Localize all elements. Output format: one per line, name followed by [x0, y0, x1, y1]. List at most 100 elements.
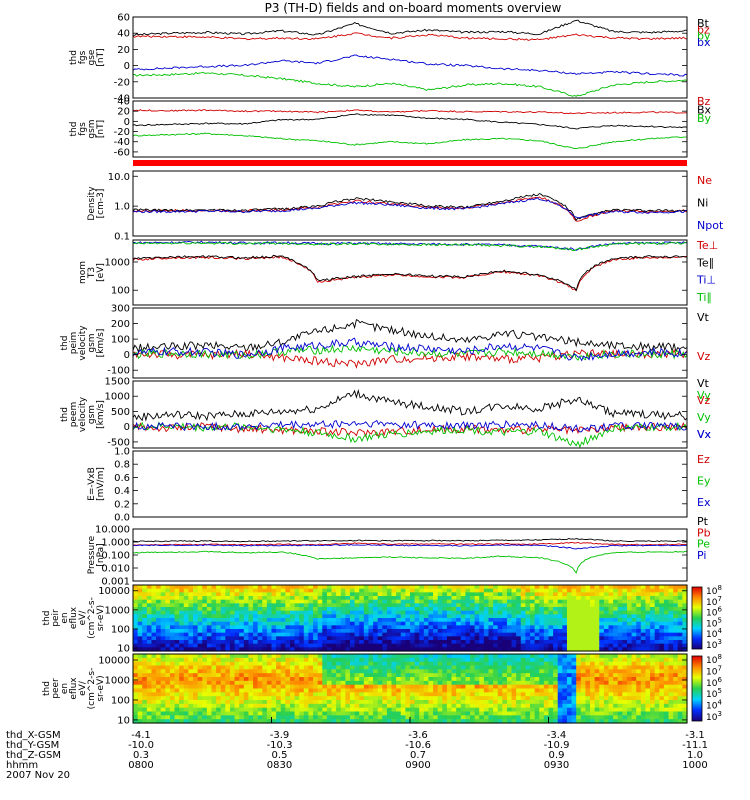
legend-entry-Pe: Pe [697, 538, 710, 551]
heatmap-cell [382, 636, 388, 641]
heatmap-cell [599, 618, 605, 623]
heatmap-cell [225, 629, 231, 634]
heatmap-cell [169, 692, 176, 697]
y-axis-label: thd peim velocity gsm [km/s] [60, 325, 106, 361]
heatmap-cell [276, 688, 282, 693]
heatmap-cell [253, 700, 259, 705]
heatmap-cell [548, 596, 554, 601]
heatmap-cell [622, 585, 628, 590]
heatmap-cell [534, 711, 540, 716]
heatmap-cell [520, 688, 527, 693]
heatmap-cell [437, 696, 443, 701]
heatmap-cell [617, 665, 623, 670]
heatmap-cell [543, 614, 550, 619]
y-tick-label: 0 [124, 422, 130, 433]
heatmap-cell [423, 715, 430, 720]
heatmap-cell [156, 657, 162, 663]
heatmap-cell [308, 640, 314, 645]
heatmap-cell [433, 654, 439, 659]
heatmap-cell [437, 640, 443, 645]
heatmap-cell [280, 715, 286, 720]
heatmap-cell [326, 669, 333, 674]
heatmap-cell [414, 661, 420, 667]
heatmap-cell [202, 677, 208, 682]
heatmap-cell [299, 669, 305, 674]
heatmap-cell [483, 640, 490, 645]
heatmap-cell [576, 640, 582, 645]
heatmap-cell [502, 618, 508, 623]
heatmap-cell [488, 711, 494, 716]
heatmap-cell [188, 585, 194, 590]
heatmap-cell [400, 621, 406, 626]
heatmap-cell [590, 636, 596, 641]
heatmap-cell [446, 657, 453, 663]
heatmap-cell [506, 618, 513, 623]
heatmap-cell [483, 588, 490, 593]
heatmap-cell [571, 673, 577, 678]
heatmap-cell [400, 677, 406, 682]
heatmap-cell [410, 680, 416, 686]
heatmap-cell [677, 636, 683, 641]
heatmap-cell [220, 711, 226, 716]
heatmap-cell [266, 707, 273, 713]
heatmap-cell [206, 603, 213, 608]
heatmap-cell [451, 661, 457, 667]
heatmap-cell [520, 636, 527, 641]
heatmap-cell [442, 614, 448, 619]
heatmap-cell [668, 592, 674, 597]
heatmap-cell [650, 688, 656, 693]
heatmap-cell [229, 665, 236, 670]
heatmap-cell [169, 711, 176, 716]
colorbar-label: 103 [706, 638, 722, 651]
heatmap-cell [382, 715, 388, 720]
heatmap-cell [650, 700, 656, 705]
heatmap-cell [280, 603, 286, 608]
heatmap-cell [137, 621, 143, 626]
heatmap-cell [520, 603, 527, 608]
heatmap-cell [677, 596, 683, 601]
heatmap-cell [373, 719, 379, 724]
heatmap-cell [317, 599, 323, 604]
heatmap-cell [373, 703, 379, 709]
heatmap-cell [502, 610, 508, 615]
heatmap-cell [146, 643, 153, 648]
heatmap-cell [682, 647, 688, 652]
heatmap-cell [243, 707, 250, 713]
heatmap-cell [548, 673, 554, 678]
heatmap-cell [253, 715, 259, 720]
heatmap-cell [580, 636, 587, 641]
heatmap-cell [557, 692, 563, 697]
heatmap-cell [613, 588, 619, 593]
heatmap-cell [151, 654, 157, 659]
heatmap-cell [543, 715, 550, 720]
heatmap-cell [479, 711, 485, 716]
heatmap-cell [239, 680, 245, 686]
heatmap-cell [322, 700, 328, 705]
heatmap-cell [285, 643, 291, 648]
heatmap-cell [239, 636, 245, 641]
heatmap-cell [613, 643, 619, 648]
heatmap-cell [202, 585, 208, 590]
heatmap-cell [497, 632, 503, 637]
heatmap-cell [179, 632, 185, 637]
heatmap-cell [617, 711, 623, 716]
heatmap-cell [636, 607, 642, 612]
heatmap-cell [331, 607, 337, 612]
heatmap-cell [349, 647, 356, 652]
heatmap-cell [146, 654, 153, 659]
heatmap-cell [326, 700, 333, 705]
heatmap-cell [677, 692, 683, 697]
heatmap-cell [562, 618, 568, 623]
heatmap-cell [470, 703, 476, 709]
heatmap-cell [483, 669, 490, 674]
heatmap-cell [603, 677, 610, 682]
heatmap-cell [142, 614, 148, 619]
heatmap-cell [169, 665, 176, 670]
heatmap-cell [677, 640, 683, 645]
legend-entry-Ez: Ez [697, 453, 710, 466]
heatmap-cell [659, 588, 665, 593]
y-label-line: thd [60, 336, 70, 351]
heatmap-cell [345, 719, 351, 724]
heatmap-cell [576, 719, 582, 724]
heatmap-cell [617, 715, 623, 720]
